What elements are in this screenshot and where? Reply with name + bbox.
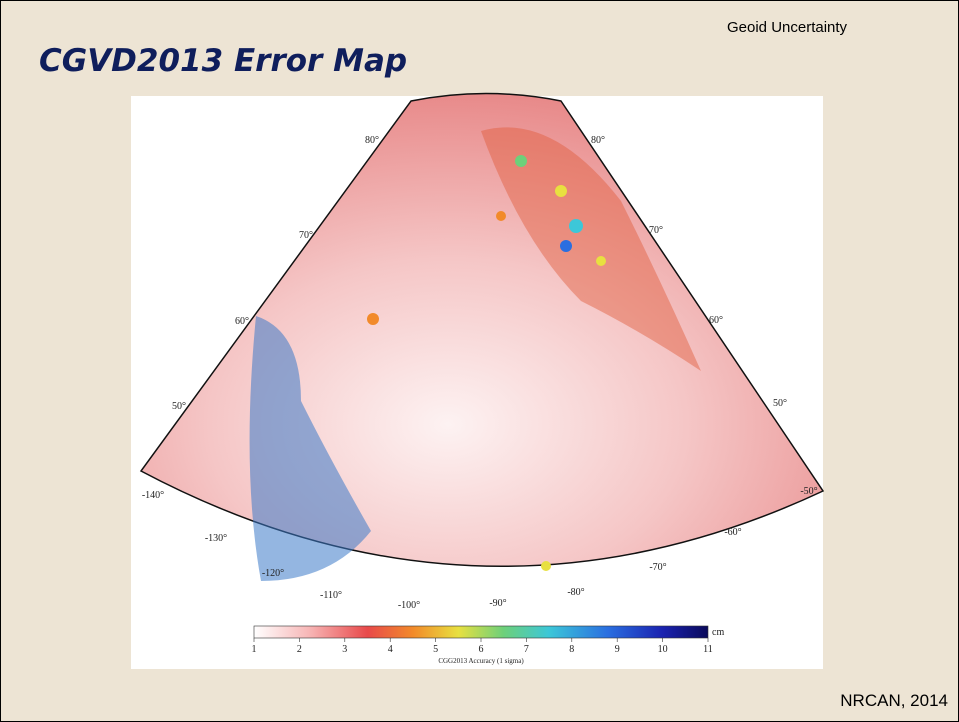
slide: Geoid Uncertainty CGVD2013 Error Map [0,0,959,722]
colorbar-tick-label: 3 [342,644,347,655]
latitude-label: 80° [365,135,379,146]
colorbar [254,626,708,638]
latitude-label: 50° [773,398,787,409]
colorbar-tick-label: 10 [658,644,668,655]
colorbar-tick-label: 8 [569,644,574,655]
colorbar-tick-label: 11 [703,644,713,655]
colorbar-tick-label: 2 [297,644,302,655]
longitude-label: -130° [205,533,227,544]
longitude-label: -60° [724,527,741,538]
longitude-label: -80° [567,587,584,598]
longitude-label: -70° [649,562,666,573]
colorbar-tick-label: 5 [433,644,438,655]
colorbar-tick-label: 1 [252,644,257,655]
colorbar-tick-label: 9 [615,644,620,655]
longitude-label: -90° [489,598,506,609]
longitude-label: -100° [398,600,420,611]
colorbar-tick-label: 4 [388,644,393,655]
latitude-label: 60° [235,316,249,327]
latitude-label: 50° [172,401,186,412]
slide-source: NRCAN, 2014 [840,691,948,711]
longitude-label: -120° [262,568,284,579]
latitude-label: 60° [709,315,723,326]
map-figure: 80° 70° 60° 50° 80° 70° 60° 50° -140° -130° -120° -… [1,1,958,721]
latitude-label: 80° [591,135,605,146]
colorbar-tick-label: 7 [524,644,529,655]
longitude-label: -50° [800,486,817,497]
colorbar-caption: CGG2013 Accuracy (1 sigma) [438,657,524,665]
latitude-label: 70° [649,225,663,236]
longitude-label: -140° [142,490,164,501]
latitude-label: 70° [299,230,313,241]
colorbar-unit: cm [712,627,724,638]
longitude-label: -110° [320,590,342,601]
colorbar-tick-label: 6 [479,644,484,655]
